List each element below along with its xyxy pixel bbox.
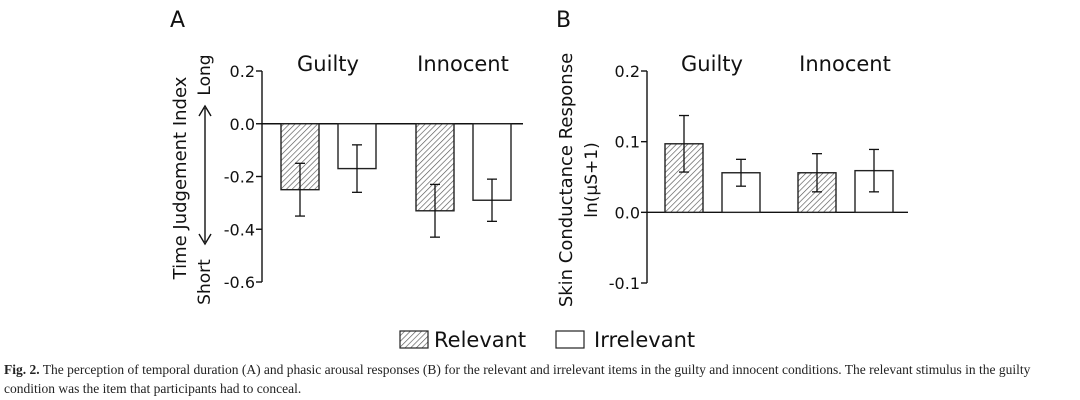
legend-label-irrelevant: Irrelevant bbox=[594, 328, 695, 352]
double-arrow-icon bbox=[198, 104, 212, 246]
panel-a-bars bbox=[280, 123, 512, 238]
panel-a: A Time Judgement Index Long Short 0.2 0.0… bbox=[170, 8, 523, 305]
panel-a-group-label: Innocent bbox=[417, 52, 509, 76]
panel-a-ylabel: Time Judgement Index bbox=[170, 76, 191, 280]
panel-b-group-label: Innocent bbox=[799, 52, 891, 76]
panel-a-y-axis: 0.2 0.0 -0.2 -0.4 -0.6 bbox=[224, 62, 523, 292]
legend: Relevant Irrelevant bbox=[399, 328, 695, 352]
caption-text: The perception of temporal duration (A) … bbox=[4, 362, 1031, 396]
caption-label: Fig. 2. bbox=[4, 362, 40, 377]
y-tick-label: 0.0 bbox=[615, 203, 640, 222]
y-tick-label: 0.2 bbox=[230, 62, 255, 81]
figure-caption: Fig. 2. The perception of temporal durat… bbox=[4, 360, 1076, 398]
panel-b-label: B bbox=[556, 8, 571, 33]
y-tick-label: -0.6 bbox=[224, 273, 255, 292]
y-tick-label: 0.2 bbox=[615, 62, 640, 81]
panel-a-label: A bbox=[170, 8, 185, 33]
panel-b-bars bbox=[664, 114, 894, 214]
legend-swatch-relevant bbox=[399, 330, 429, 349]
panel-a-group-label: Guilty bbox=[297, 52, 359, 76]
y-tick-label: -0.4 bbox=[224, 220, 255, 239]
panel-b-group-label: Guilty bbox=[681, 52, 743, 76]
panel-b-ylabel-unit: ln(μS+1) bbox=[582, 142, 602, 217]
panel-b-ylabel: Skin Conductance Response bbox=[556, 53, 577, 307]
y-tick-label: 0.0 bbox=[230, 115, 255, 134]
legend-label-relevant: Relevant bbox=[434, 328, 526, 352]
panel-a-arrow-bottom-label: Short bbox=[195, 259, 215, 305]
y-tick-label: -0.1 bbox=[609, 274, 640, 293]
legend-swatch-irrelevant bbox=[555, 330, 585, 349]
panel-b: B Skin Conductance Response ln(μS+1) 0.2… bbox=[556, 8, 908, 307]
y-tick-label: -0.2 bbox=[224, 168, 255, 187]
y-tick-label: 0.1 bbox=[615, 133, 640, 152]
panel-a-arrow-top-label: Long bbox=[195, 54, 215, 95]
